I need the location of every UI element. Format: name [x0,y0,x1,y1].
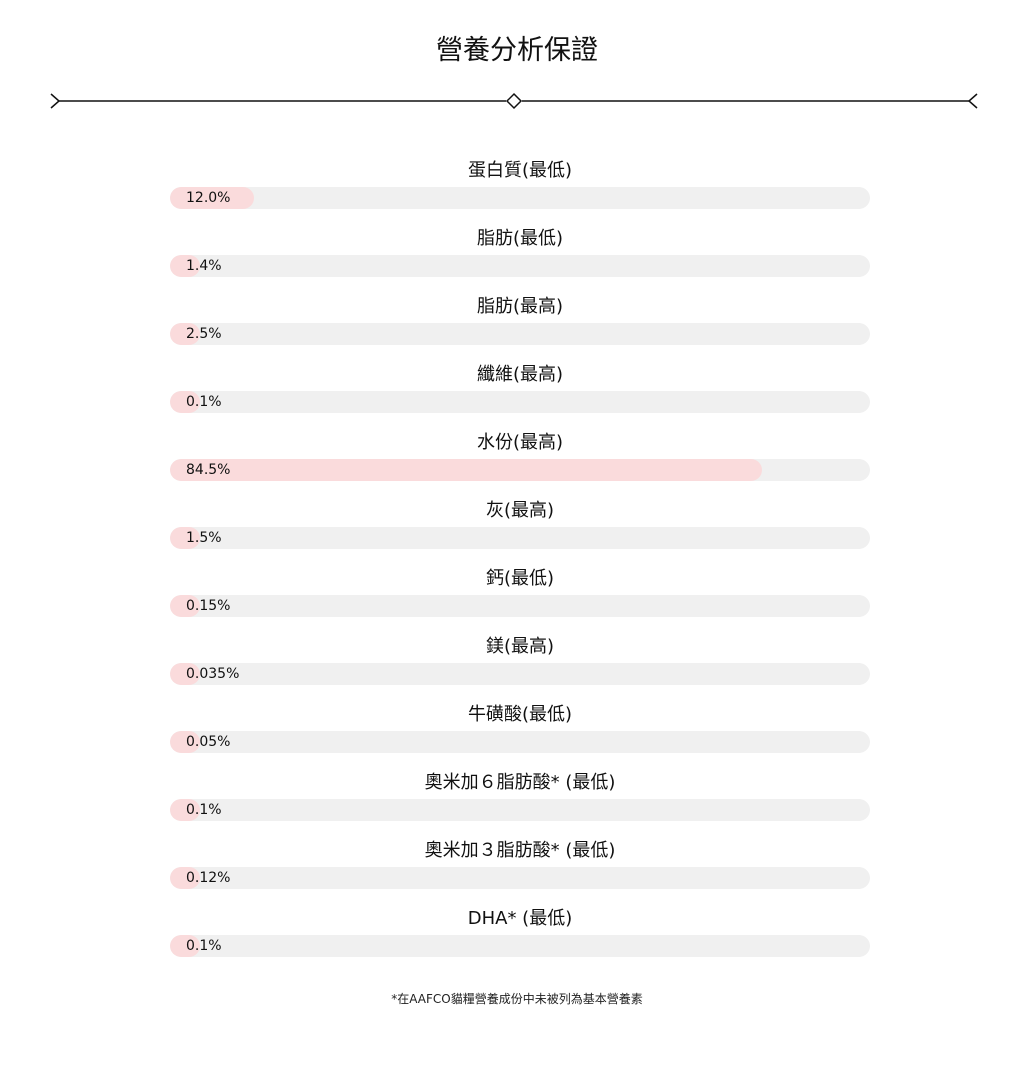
nutrient-row: 灰(最高) 1.5% [170,496,870,564]
nutrient-value: 1.4% [186,258,222,274]
nutrient-row: DHA* (最低) 0.1% [170,904,870,972]
nutrient-label: 鈣(最低) [485,568,555,589]
nutrient-label: 蛋白質(最低) [467,160,573,181]
ornamental-divider [50,92,978,110]
progress-track: 0.1% [170,935,870,957]
nutrient-label: 灰(最高) [485,500,555,521]
progress-track: 12.0% [170,187,870,209]
progress-track: 0.1% [170,799,870,821]
footnote: *在AAFCO貓糧營養成份中未被列為基本營養素 [391,992,643,1006]
progress-track: 84.5% [170,459,870,481]
nutrient-value: 0.12% [186,870,231,886]
nutrient-row: 鈣(最低) 0.15% [170,564,870,632]
nutrient-row: 水份(最高) 84.5% [170,428,870,496]
nutrient-row: 鎂(最高) 0.035% [170,632,870,700]
nutrient-label: 脂肪(最低) [476,228,564,249]
nutrient-label: 纖維(最高) [476,364,564,385]
nutrient-value: 2.5% [186,326,222,342]
progress-fill [170,187,254,209]
page-title: 營養分析保證 [436,35,598,66]
nutrient-label: 奧米加６脂肪酸* (最低) [424,772,616,793]
nutrient-row: 脂肪(最低) 1.4% [170,224,870,292]
progress-fill [170,255,200,277]
progress-fill [170,731,200,753]
nutrient-row: 脂肪(最高) 2.5% [170,292,870,360]
nutrient-row: 纖維(最高) 0.1% [170,360,870,428]
nutrient-row: 奧米加６脂肪酸* (最低) 0.1% [170,768,870,836]
progress-track: 0.12% [170,867,870,889]
progress-fill [170,595,200,617]
nutrient-label: DHA* (最低) [467,908,573,929]
nutrient-row: 牛磺酸(最低) 0.05% [170,700,870,768]
progress-track: 1.4% [170,255,870,277]
progress-fill [170,867,200,889]
nutrient-row: 蛋白質(最低) 12.0% [170,156,870,224]
nutrient-value: 0.1% [186,938,222,954]
progress-track: 1.5% [170,527,870,549]
progress-track: 0.035% [170,663,870,685]
nutrient-value: 1.5% [186,530,222,546]
nutrient-label: 奧米加３脂肪酸* (最低) [424,840,616,861]
progress-fill [170,459,762,481]
nutrient-label: 牛磺酸(最低) [467,704,573,725]
progress-track: 2.5% [170,323,870,345]
nutrient-value: 84.5% [186,462,231,478]
nutrient-label: 鎂(最高) [485,636,555,657]
progress-fill [170,527,200,549]
nutrient-value: 0.15% [186,598,231,614]
nutrient-label: 水份(最高) [476,432,564,453]
nutrient-value: 0.05% [186,734,231,750]
nutrient-value: 12.0% [186,190,231,206]
nutrient-value: 0.1% [186,802,222,818]
progress-fill [170,391,200,413]
nutrient-value: 0.1% [186,394,222,410]
nutrient-value: 0.035% [186,666,240,682]
nutrient-list: 蛋白質(最低) 12.0% 脂肪(最低) 1.4% 脂肪(最高) 2.5% 纖維… [170,156,870,972]
progress-track: 0.1% [170,391,870,413]
progress-fill [170,323,200,345]
progress-fill [170,799,200,821]
progress-fill [170,663,200,685]
nutrient-row: 奧米加３脂肪酸* (最低) 0.12% [170,836,870,904]
progress-fill [170,935,200,957]
progress-track: 0.05% [170,731,870,753]
nutrient-label: 脂肪(最高) [476,296,564,317]
progress-track: 0.15% [170,595,870,617]
